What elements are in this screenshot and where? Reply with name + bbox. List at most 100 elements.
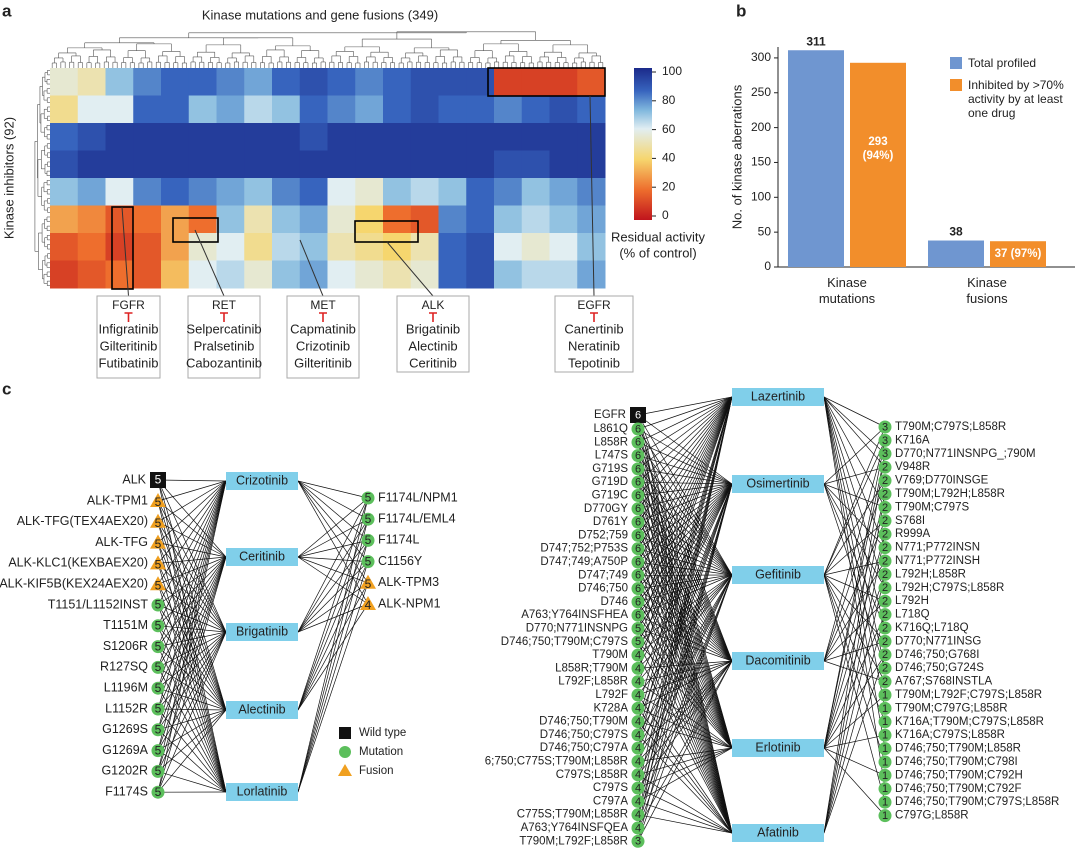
edge — [297, 556, 369, 605]
heatmap-cell — [521, 150, 550, 179]
node-label: T1151/L1152INST — [48, 597, 149, 611]
edge — [157, 625, 227, 633]
heatmap-cell — [50, 260, 79, 289]
node-label: G1269A — [102, 743, 149, 757]
node-count: 4 — [635, 676, 641, 688]
callout-target: RET — [212, 298, 237, 312]
highlight-box — [172, 217, 219, 243]
heatmap-cell — [188, 260, 217, 289]
edge — [823, 574, 886, 722]
edge — [637, 396, 733, 470]
node-count: 2 — [882, 622, 888, 634]
edge — [637, 535, 733, 834]
node-label: K716A;T790M;C797S;L858R — [895, 716, 1044, 728]
heatmap-cell — [299, 123, 328, 151]
edge — [823, 466, 886, 485]
edge — [637, 483, 733, 842]
edge — [157, 556, 227, 647]
heatmap-cell — [161, 123, 190, 151]
edge — [297, 582, 369, 793]
callout-drug: Infigratinib — [99, 321, 159, 336]
mutation-node — [878, 474, 892, 488]
mutation-node — [631, 755, 645, 768]
node-count: 2 — [882, 555, 888, 567]
inhibit-symbol — [220, 312, 228, 322]
mutation-node — [151, 764, 165, 778]
heatmap-cell — [105, 150, 134, 179]
edge — [157, 556, 227, 627]
edge — [823, 520, 886, 576]
heatmap-cell — [521, 260, 550, 289]
edge — [297, 582, 369, 711]
node-label: L792F — [595, 689, 628, 701]
edge — [157, 480, 227, 523]
heatmap-cell — [161, 205, 190, 234]
mutation-node — [878, 447, 892, 461]
heatmap-cell — [161, 233, 190, 261]
heatmap-cell — [216, 205, 245, 234]
mutation-node — [878, 728, 892, 742]
legend-label: Mutation — [359, 746, 403, 758]
edge — [157, 556, 227, 564]
heatmap-cell — [299, 205, 328, 234]
edge — [823, 574, 886, 682]
heatmap-cell — [577, 205, 606, 234]
heatmap-cell — [355, 233, 384, 261]
node-label: G719C — [592, 490, 628, 502]
edge — [637, 483, 733, 669]
node-count: 5 — [155, 495, 162, 509]
heatmap-y-label: Kinase inhibitors (92) — [1, 117, 16, 239]
edge — [637, 396, 733, 443]
edge — [823, 440, 886, 662]
callout-drug: Brigatinib — [406, 321, 460, 336]
node-count: 4 — [635, 743, 641, 755]
node-label: L858R;T790M — [555, 662, 628, 674]
node-count: 6 — [635, 437, 641, 449]
heatmap-cell — [494, 68, 523, 96]
callout-drug: Cabozantinib — [186, 355, 262, 370]
edge — [157, 556, 227, 689]
node-count: 5 — [635, 623, 641, 635]
heatmap-cell — [50, 123, 79, 151]
edge — [637, 801, 733, 834]
node-label: N771;P772INSN — [895, 542, 980, 554]
node-label: D746;750;G724S — [895, 662, 984, 674]
edge — [297, 480, 369, 562]
callout-target: EGFR — [577, 298, 611, 312]
heatmap-cell — [244, 68, 273, 96]
edge — [637, 396, 733, 483]
node-count: 4 — [635, 703, 641, 715]
node-count: 6 — [635, 570, 641, 582]
y-tick-label: 300 — [751, 50, 771, 64]
heatmap-cell — [494, 233, 523, 261]
mutation-node — [631, 528, 645, 542]
node-count: 2 — [882, 488, 888, 500]
callout-drug: Gilteritinib — [100, 338, 158, 353]
edge — [157, 556, 227, 793]
edge — [637, 483, 733, 642]
edge — [637, 396, 733, 510]
edge — [637, 455, 733, 834]
inhibit-symbol — [124, 312, 133, 322]
edge — [823, 396, 886, 508]
edge — [823, 747, 886, 816]
node-count: 5 — [155, 681, 162, 695]
edge — [157, 556, 227, 606]
node-count: 2 — [882, 676, 888, 688]
mutation-node — [878, 701, 892, 715]
callout-box — [187, 295, 261, 379]
heatmap-title: Kinase mutations and gene fusions (349) — [202, 7, 438, 22]
node-label: C797A — [593, 795, 628, 807]
node-label: F1174L/NPM1 — [378, 490, 458, 504]
edge — [157, 480, 227, 730]
heatmap-cell — [77, 68, 106, 96]
heatmap-cell — [355, 68, 384, 96]
node-count: 6 — [635, 463, 641, 475]
node-count: 5 — [365, 577, 372, 591]
edge — [157, 556, 227, 585]
edge — [157, 480, 227, 626]
node-label: T790M — [592, 649, 628, 661]
mutation-node — [631, 422, 645, 436]
node-count: 5 — [365, 512, 372, 526]
